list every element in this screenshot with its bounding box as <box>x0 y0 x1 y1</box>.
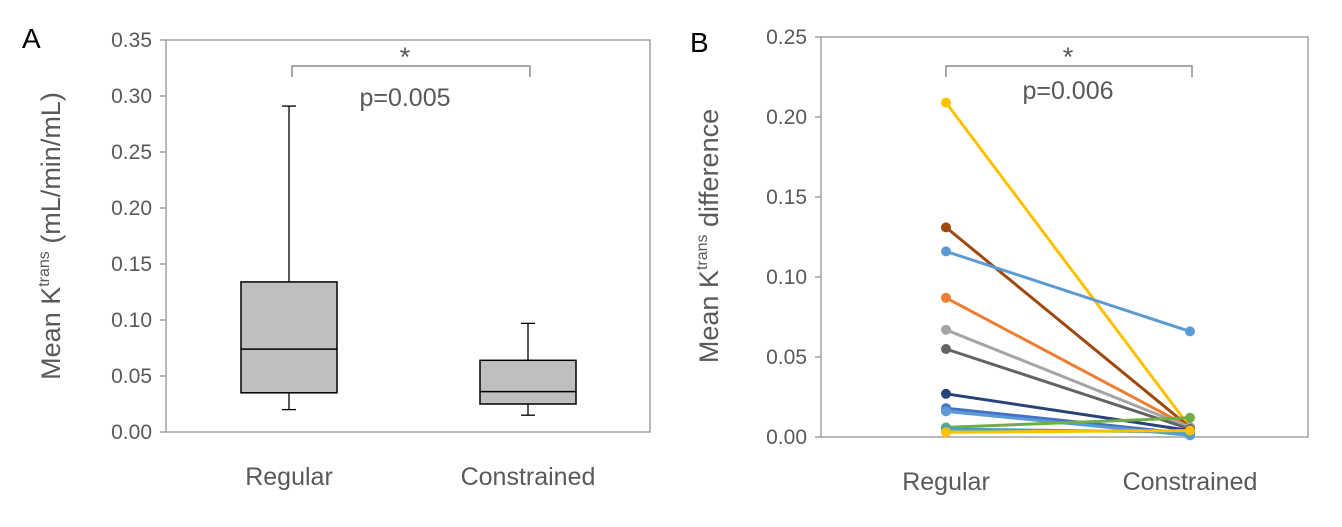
series-point-regular <box>941 427 951 438</box>
panel-b-category-label: Constrained <box>1123 468 1258 496</box>
panel-a-significance-star: * <box>400 42 411 72</box>
panel-a-y-tick-label: 0.25 <box>111 141 152 164</box>
series-line <box>945 328 1191 429</box>
paired-series <box>941 97 1195 433</box>
panel-b-y-tick-label: 0.25 <box>766 26 807 49</box>
paired-series <box>941 222 1195 433</box>
panel-a-plot-frame <box>165 39 651 433</box>
panel-b-y-tick-label: 0.05 <box>766 346 807 369</box>
panel-b-y-tick-label: 0.20 <box>766 106 807 129</box>
panel-b-y-tick-label: 0.15 <box>766 186 807 209</box>
series-point-regular <box>941 246 951 257</box>
panel-b-y-axis-label-suffix: difference <box>694 109 724 235</box>
panel-a-y-tick-label: 0.30 <box>111 85 152 108</box>
paired-series <box>941 425 1195 438</box>
panel-b-significance-bracket <box>945 65 1193 77</box>
panel-a-category-label: Constrained <box>461 463 596 491</box>
series-point-regular <box>941 97 951 108</box>
box-iqr <box>240 281 338 394</box>
panel-b-pvalue: p=0.006 <box>1022 77 1113 105</box>
series-line <box>944 101 1192 429</box>
series-line <box>945 296 1191 429</box>
panel-a-pvalue: p=0.005 <box>359 84 450 112</box>
panel-a-y-tick-label: 0.05 <box>111 365 152 388</box>
panel-b-y-tick-label: 0.00 <box>766 426 807 449</box>
series-line <box>945 429 1191 434</box>
panel-a-y-ticks: 0.00 0.05 0.10 0.15 0.20 0.25 0.30 0.35 <box>111 29 166 444</box>
panel-a: A 0.00 0.05 0.10 0.15 0.20 0.25 0.30 0.35 Regul… <box>22 23 651 491</box>
panel-a-boxes <box>240 105 577 416</box>
panel-a-y-axis-label-superscript: trans <box>36 251 53 287</box>
series-line <box>945 249 1191 333</box>
series-point-constrained <box>1185 326 1195 337</box>
box-iqr <box>479 359 577 405</box>
series-line <box>945 392 1191 433</box>
panel-a-label: A <box>22 23 41 54</box>
panel-a-significance-bracket <box>291 65 531 77</box>
series-point-regular <box>941 324 951 335</box>
panel-b-categories: Regular Constrained <box>902 468 1257 496</box>
panel-b-lines <box>941 97 1195 441</box>
panel-b-y-axis-label-superscript: trans <box>694 234 711 270</box>
series-line <box>945 226 1191 429</box>
series-point-constrained <box>1185 425 1195 436</box>
panel-a-y-tick-label: 0.15 <box>111 253 152 276</box>
panel-b-plot-frame <box>820 36 1309 438</box>
panel-b-y-axis-label: Mean Ktrans difference <box>694 109 724 363</box>
panel-a-y-axis-label-main: Mean K <box>36 287 66 380</box>
panel-a-y-tick-label: 0.35 <box>111 29 152 52</box>
panel-b-category-label: Regular <box>902 468 990 496</box>
paired-series <box>941 246 1195 337</box>
panel-a-y-tick-label: 0.00 <box>111 421 152 444</box>
series-point-regular <box>941 388 951 399</box>
panel-a-y-tick-label: 0.10 <box>111 309 152 332</box>
paired-series <box>941 324 1195 433</box>
series-point-constrained <box>1185 412 1195 423</box>
panel-b: B 0.00 0.05 0.10 0.15 0.20 0.25 Regular Constr… <box>690 26 1309 496</box>
panel-a-category-label: Regular <box>245 463 333 491</box>
series-point-regular <box>941 292 951 303</box>
panel-b-y-tick-label: 0.10 <box>766 266 807 289</box>
panel-a-y-axis-label-suffix: (mL/min/mL) <box>36 92 66 251</box>
series-line <box>945 347 1191 431</box>
panel-a-categories: Regular Constrained <box>245 463 595 491</box>
panel-a-y-tick-label: 0.20 <box>111 197 152 220</box>
series-line <box>945 416 1191 429</box>
series-point-regular <box>941 406 951 417</box>
panel-b-y-axis-label-main: Mean K <box>694 270 724 363</box>
series-point-regular <box>941 222 951 233</box>
panel-b-y-ticks: 0.00 0.05 0.10 0.15 0.20 0.25 <box>766 26 821 449</box>
panel-a-y-axis-label: Mean Ktrans (mL/min/mL) <box>36 92 66 380</box>
panel-b-significance-star: * <box>1063 42 1074 72</box>
series-point-regular <box>941 344 951 354</box>
panel-b-label: B <box>690 27 709 58</box>
